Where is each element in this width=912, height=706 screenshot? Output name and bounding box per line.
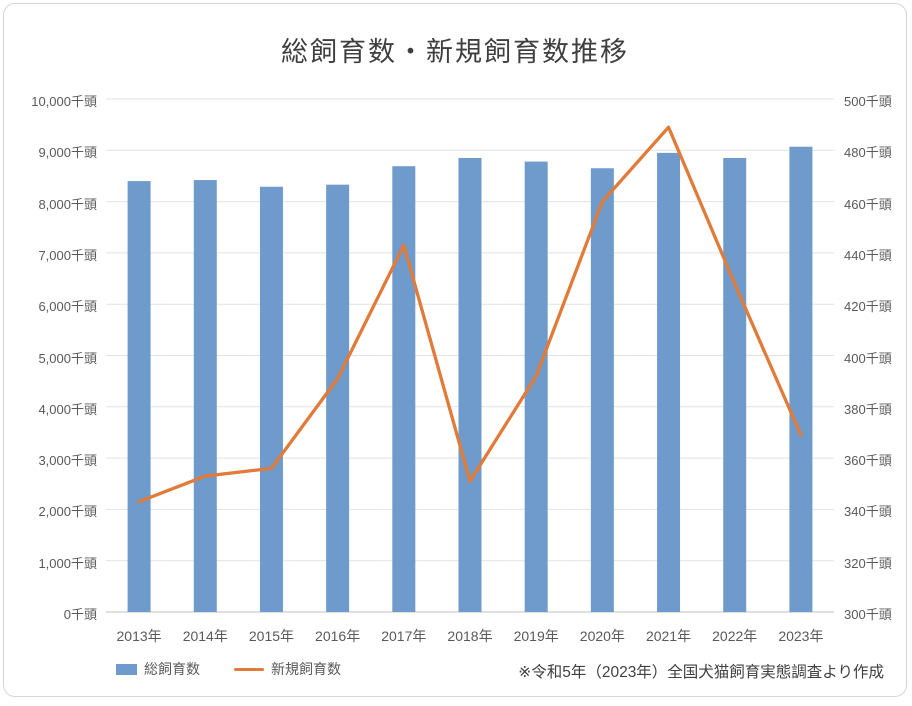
source-footnote: ※令和5年（2023年）全国犬猫飼育実態調査より作成 (518, 664, 884, 681)
left-axis-tick: 6,000千頭 (38, 299, 97, 315)
left-axis-tick: 5,000千頭 (38, 350, 97, 366)
right-axis-tick: 400千頭 (844, 350, 892, 366)
bar-2017年 (392, 166, 416, 612)
category-label: 2013年 (116, 628, 162, 644)
right-axis-tick: 460千頭 (844, 196, 892, 212)
category-label: 2022年 (712, 628, 758, 644)
bar-series-swatch (116, 663, 137, 675)
right-axis-tick: 300千頭 (844, 607, 892, 622)
line-series (137, 125, 803, 504)
left-axis-tick: 8,000千頭 (38, 196, 97, 212)
bar-2016年 (326, 184, 350, 612)
left-axis-tick: 3,000千頭 (38, 453, 97, 469)
category-label: 2016年 (315, 628, 361, 644)
legend-item-total: 総飼育数 (116, 659, 200, 679)
bar-2021年 (657, 152, 681, 613)
right-axis-tick: 420千頭 (844, 299, 892, 315)
right-axis-tick: 480千頭 (844, 145, 892, 161)
left-axis-tick: 0千頭 (63, 607, 97, 622)
left-axis-tick: 1,000千頭 (38, 555, 97, 571)
bar-2023年 (789, 146, 813, 613)
left-axis-tick: 7,000千頭 (38, 247, 97, 263)
bar-2022年 (723, 157, 747, 612)
legend-item-new: 新規飼育数 (234, 659, 341, 679)
category-label: 2021年 (645, 628, 692, 644)
category-label: 2020年 (579, 628, 625, 644)
bar-2018年 (458, 157, 482, 612)
right-axis-tick: 380千頭 (844, 401, 892, 417)
category-label: 2018年 (447, 628, 493, 644)
bar-2013年 (127, 181, 151, 612)
left-axis-tick: 4,000千頭 (38, 401, 97, 417)
chart-plot-area (106, 98, 834, 613)
right-axis-tick: 340千頭 (844, 504, 892, 520)
bar-2019年 (524, 161, 548, 612)
category-label: 2017年 (381, 628, 427, 644)
category-label: 2014年 (182, 628, 228, 644)
right-axis-tick: 440千頭 (844, 247, 892, 263)
bar-2015年 (259, 186, 283, 612)
legend-label-total: 総飼育数 (144, 661, 200, 677)
chart-card: 総飼育数・新規飼育数推移 0千頭 1,000千頭 2,000千頭 3,000千頭 4,0… (3, 3, 907, 697)
legend-label-new: 新規飼育数 (271, 661, 341, 677)
right-axis-tick: 320千頭 (844, 555, 892, 571)
category-label: 2023年 (778, 628, 824, 644)
right-axis-tick: 360千頭 (844, 453, 892, 469)
chart-legend: 総飼育数 新規飼育数 (116, 659, 341, 679)
category-label: 2019年 (513, 628, 559, 644)
chart-title: 総飼育数・新規飼育数推移 (281, 37, 629, 67)
category-label: 2015年 (248, 628, 295, 644)
left-axis-tick: 2,000千頭 (38, 504, 97, 520)
bar-2014年 (193, 180, 217, 612)
right-axis-tick: 500千頭 (844, 94, 892, 109)
left-axis-tick: 9,000千頭 (38, 145, 97, 161)
bar-2020年 (590, 168, 614, 612)
line-series-swatch (234, 667, 264, 671)
left-axis-tick: 10,000千頭 (31, 94, 97, 109)
